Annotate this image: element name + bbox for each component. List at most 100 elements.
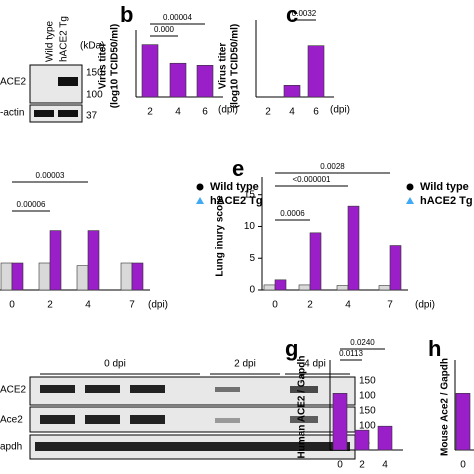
y-tick-label: 15 [244,189,256,200]
unit-label: (kDa) [80,41,104,52]
x-tick-label: 6 [313,107,319,118]
y-tick-label: 0 [249,285,255,296]
row-label: ACE2 [0,77,27,88]
bar [169,62,187,98]
bar [263,284,276,291]
bar [377,425,393,451]
x-tick-label: 0 [9,300,15,311]
group-label: 2 dpi [234,359,256,370]
bar [49,230,62,291]
row-label: ACE2 [0,385,27,396]
blot-band [40,415,75,424]
blot-row [29,104,83,123]
significance-label: 0.0032 [292,9,317,18]
x-tick-label: 4 [382,460,388,471]
x-tick-label: 4 [289,107,295,118]
legend-marker [196,197,204,204]
x-tick-label: 2 [147,107,153,118]
significance-label: 0.00004 [163,13,192,22]
x-tick-label: 2 [265,107,271,118]
legend-label: hACE2 Tg [210,195,263,207]
bands [35,385,350,451]
x-tick-label: 4 [85,300,91,311]
x-unit: (dpi) [148,300,168,311]
bar [298,284,311,291]
panel-letter: c [286,2,298,27]
blot-band [85,415,120,424]
row-label: Ace2 [0,415,23,426]
blot-band [130,415,165,424]
bar [131,262,144,291]
x-unit: (dpi) [330,105,350,116]
blot-band [215,387,240,392]
blot-band [290,416,318,423]
bar [389,245,402,291]
lane-label: hACE2 Tg [59,16,70,62]
blot-band [130,385,165,393]
legend-label: hACE2 Tg [420,195,473,207]
blot-band [215,418,240,423]
blot-band [40,385,75,393]
bar [87,230,100,291]
y-axis-label: Virus titer [218,43,229,90]
x-tick-label: 7 [387,300,393,311]
y-axis-label: Human ACE2 / Gapdh [297,356,308,459]
blot-band [58,110,78,117]
bar [274,279,287,291]
bar [283,85,301,98]
bar [120,262,133,291]
bar [455,393,471,451]
y-axis-label: (log10 TCID50/ml) [110,24,121,108]
legend-label: Wild type [210,181,259,193]
y-axis-label: (log10 TCID50/ml) [230,24,241,108]
group-label: 0 dpi [104,359,126,370]
x-tick-label: 4 [345,300,351,311]
significance-label: 0.0028 [320,162,345,171]
x-unit: (dpi) [415,300,435,311]
panel-letter: h [428,336,441,361]
marker-label: 150 [86,68,103,79]
bar [38,262,51,291]
marker-label: 100 [86,90,103,101]
blot-band [290,386,318,393]
significance-label: 0.000 [154,25,175,34]
significance-label: 0.0006 [280,209,305,218]
x-tick-label: 0 [337,460,343,471]
x-unit: (dpi) [218,105,238,116]
legend-marker [406,197,414,204]
bar [196,65,214,98]
significance-label: 0.00006 [17,200,46,209]
bar [11,262,24,291]
x-tick-label: 2 [359,460,365,471]
significance-label: 0.0240 [350,338,375,347]
group-label: 4 dpi [304,359,326,370]
x-tick-label: 0 [272,300,278,311]
y-axis-label: Virus titer [98,43,109,90]
y-axis-label: Mouse Ace2 / Gapdh [440,358,451,456]
blot-band [35,442,350,451]
panel-letter: g [285,336,298,361]
legend-marker [406,183,414,191]
y-axis-label: Lung inury score [215,195,226,277]
row-label: -actin [0,108,24,119]
bar [347,205,360,291]
bar [0,262,13,291]
blot-band [58,77,78,86]
panel-letter: b [120,2,133,27]
bar [332,393,348,451]
bar [309,232,322,291]
bar [354,429,370,451]
x-tick-label: 2 [307,300,313,311]
x-tick-label: 0 [460,460,466,471]
bar [336,285,349,291]
x-tick-label: 2 [47,300,53,311]
blot-band [34,110,54,117]
panel-letter: e [232,156,244,181]
marker-label: 150 [359,406,376,417]
x-tick-label: 7 [129,300,135,311]
marker-label: 37 [86,111,98,122]
y-tick-label: 5 [249,253,255,264]
marker-label: 150 [359,376,376,387]
legend-label: Wild type [420,181,469,193]
